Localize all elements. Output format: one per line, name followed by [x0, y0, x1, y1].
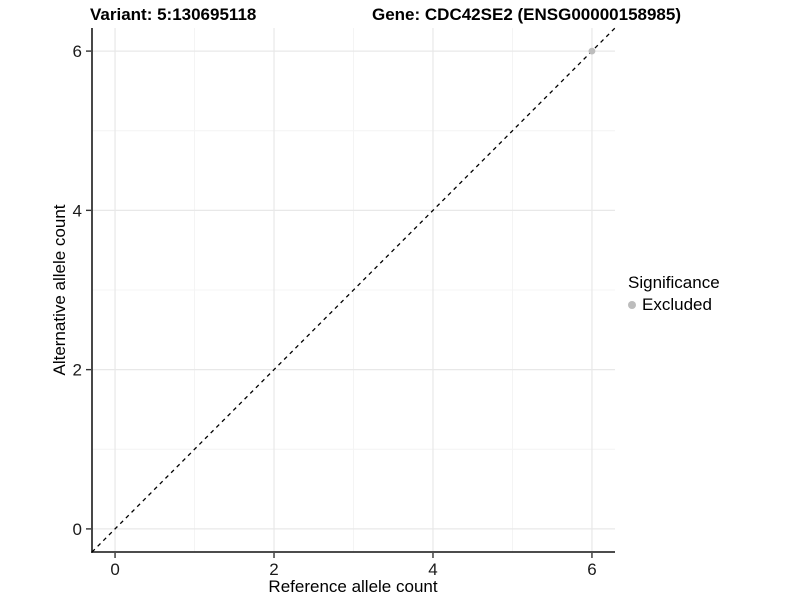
- legend-item: Excluded: [628, 295, 720, 315]
- y-tick-label: 4: [73, 201, 82, 220]
- x-axis-title: Reference allele count: [268, 577, 438, 596]
- x-tick-label: 4: [428, 560, 437, 579]
- x-tick-label: 0: [110, 560, 119, 579]
- y-tick-label: 2: [73, 361, 82, 380]
- y-tick-label: 6: [73, 42, 82, 61]
- legend: Significance Excluded: [628, 273, 720, 315]
- gene-title: Gene: CDC42SE2 (ENSG00000158985): [372, 5, 681, 24]
- variant-title: Variant: 5:130695118: [90, 5, 257, 24]
- data-point: [588, 47, 596, 55]
- x-tick-label: 2: [269, 560, 278, 579]
- y-tick-label: 0: [73, 520, 82, 539]
- x-tick-label: 6: [587, 560, 596, 579]
- legend-swatch: [628, 301, 636, 309]
- y-axis-title: Alternative allele count: [50, 204, 69, 376]
- identity-line: [91, 27, 616, 553]
- legend-title: Significance: [628, 273, 720, 292]
- legend-item-label: Excluded: [642, 295, 712, 314]
- legend-items: Excluded: [628, 295, 720, 315]
